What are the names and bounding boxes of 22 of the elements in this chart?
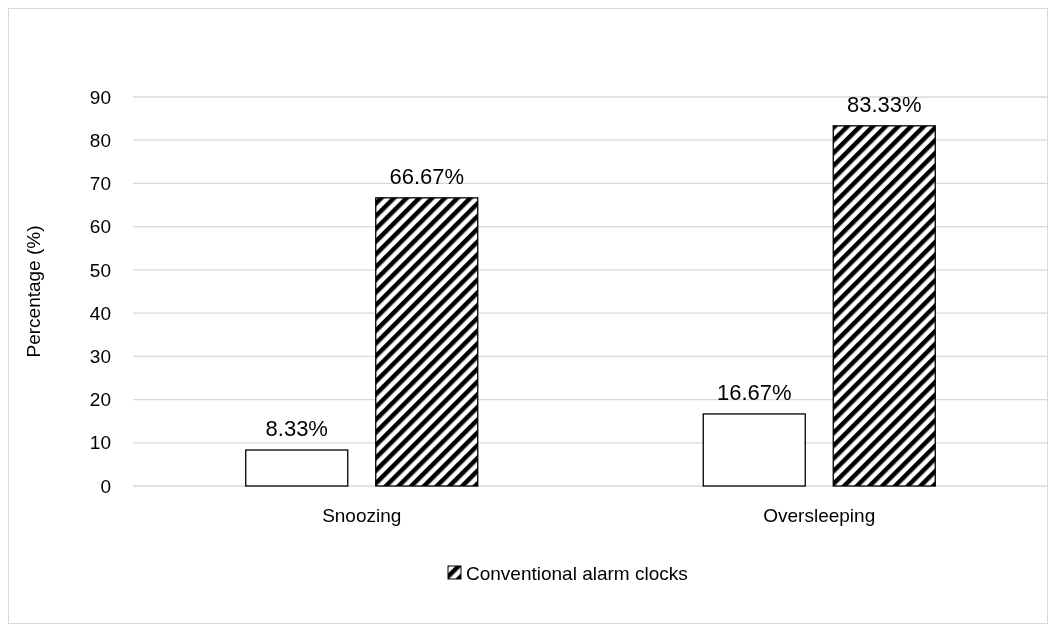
y-tick-label: 60: [89, 216, 111, 238]
y-tick-label: 0: [100, 475, 111, 497]
y-tick-label: 20: [89, 389, 111, 411]
bar: [702, 413, 806, 487]
x-tick-label: Oversleeping: [763, 505, 876, 526]
y-tick-label: 70: [89, 173, 111, 195]
data-label: 8.33%: [265, 416, 328, 441]
y-tick-label: 40: [89, 302, 111, 324]
legend-label: Conventional alarm clocks: [466, 562, 688, 584]
y-tick-label: 50: [89, 259, 111, 281]
data-label: 16.67%: [716, 379, 792, 405]
y-tick-label: 30: [89, 345, 111, 367]
y-tick-label: 80: [89, 129, 111, 151]
y-axis-title: Percentage (%): [23, 225, 44, 358]
x-tick-label: Snoozing: [322, 505, 402, 526]
y-tick-label: 90: [89, 86, 111, 108]
bar: [375, 197, 479, 487]
data-label: 83.33%: [846, 91, 922, 117]
bar: [832, 125, 936, 487]
data-label: 66.67%: [389, 163, 465, 189]
y-tick-label: 10: [89, 432, 111, 454]
bar: [245, 449, 349, 487]
